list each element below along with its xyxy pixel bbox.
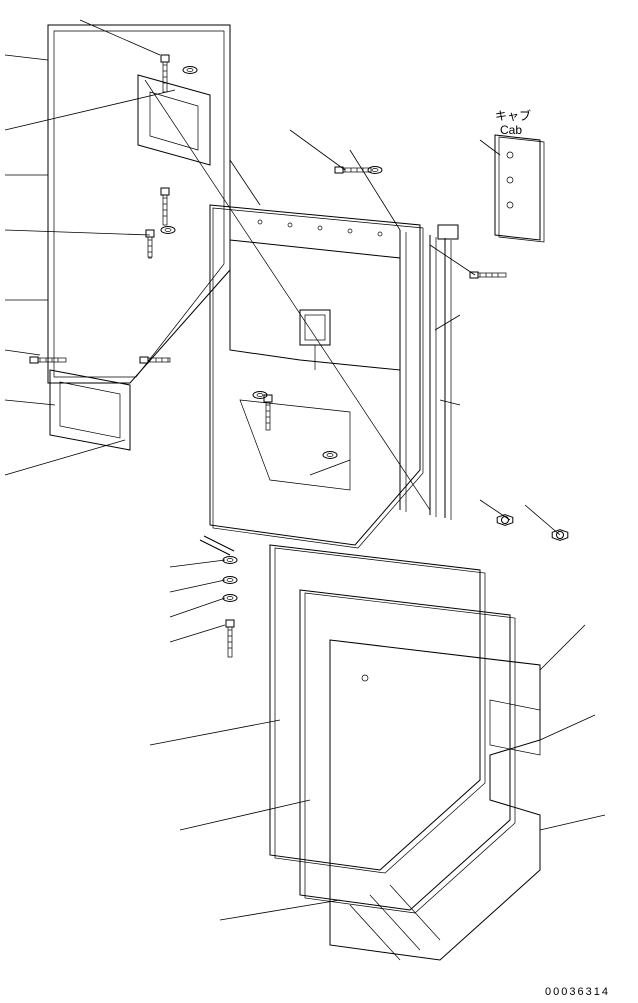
cab-label-jp: キャブ	[495, 108, 531, 123]
doc-number: 00036314	[545, 986, 610, 998]
cab-label-en: Cab	[500, 123, 522, 137]
